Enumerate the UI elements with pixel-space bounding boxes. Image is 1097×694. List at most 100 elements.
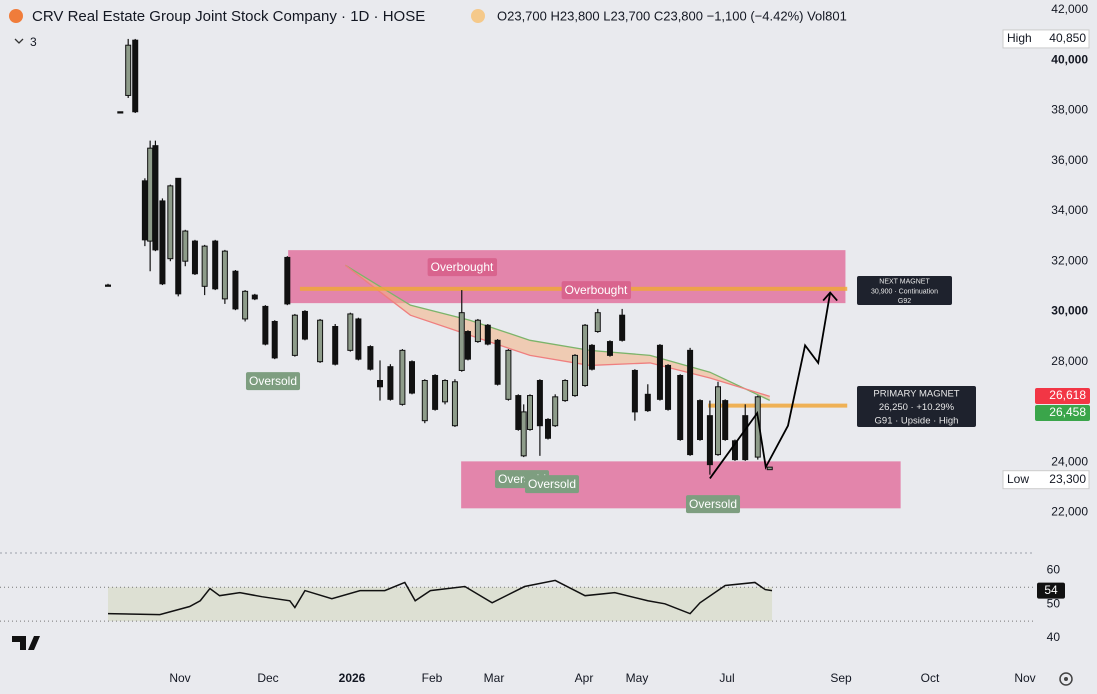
- y-tick-label: 42,000: [1051, 2, 1088, 16]
- oversold-label: Oversold: [528, 477, 576, 491]
- x-tick-label: Nov: [169, 671, 190, 685]
- indicator-count[interactable]: 3: [30, 35, 37, 49]
- candle-body: [291, 314, 298, 356]
- candle-body: [722, 400, 729, 441]
- cloud-line: [344, 264, 770, 397]
- overbought-label-box: [427, 258, 498, 277]
- candle-body: [715, 386, 721, 456]
- y-tick-label: 28,000: [1051, 354, 1088, 368]
- candle-body: [552, 396, 559, 427]
- collapse-chevron[interactable]: [14, 38, 24, 44]
- candle-body: [562, 379, 569, 402]
- candle-body: [232, 270, 239, 310]
- price-tag-label: 26,458: [1049, 405, 1086, 419]
- candle-body: [432, 374, 439, 410]
- candle-body: [301, 310, 308, 340]
- candle-body: [159, 200, 166, 285]
- rsi-line: [107, 579, 773, 616]
- candle-body: [572, 354, 578, 397]
- candle-body: [191, 240, 198, 275]
- y-tick-label: 36,000: [1051, 153, 1088, 167]
- candle-body: [527, 395, 533, 430]
- magnet-box: [857, 386, 976, 427]
- candle-body: [505, 349, 512, 400]
- candle-body: [242, 290, 249, 320]
- magnet-text: 26,250 · +10.29%: [879, 402, 955, 413]
- candle-body: [677, 374, 684, 441]
- candle-body: [132, 39, 139, 113]
- x-tick-label: Feb: [422, 671, 443, 685]
- candle-body: [594, 312, 601, 333]
- rsi-y-tick-label: 50: [1047, 596, 1061, 610]
- chart-title[interactable]: CRV Real Estate Group Joint Stock Compan…: [32, 8, 425, 25]
- settings-icon[interactable]: [1059, 672, 1073, 686]
- candle-body: [125, 44, 132, 96]
- candle-body: [731, 440, 738, 461]
- candle-body: [742, 415, 749, 461]
- x-tick-label: Dec: [257, 671, 278, 685]
- magnet-text: G91 · Upside · High: [875, 416, 959, 427]
- tv-logo[interactable]: [12, 636, 40, 650]
- candle-body: [175, 177, 182, 295]
- x-tick-label: Nov: [1014, 671, 1035, 685]
- candle-body: [105, 284, 111, 287]
- x-tick-label: Sep: [830, 671, 852, 685]
- candle-body: [464, 331, 471, 360]
- candle-body: [399, 349, 406, 405]
- magnet-text: NEXT MAGNET: [879, 279, 930, 286]
- price-tag: [1035, 405, 1090, 421]
- candle-body: [377, 379, 383, 388]
- candle-body: [687, 349, 694, 456]
- candle-body: [367, 346, 374, 370]
- candle-body: [520, 411, 527, 457]
- x-tick-label: Mar: [484, 671, 505, 685]
- candle-body: [582, 324, 589, 387]
- projection-path: [709, 292, 832, 479]
- x-tick-label: May: [626, 671, 649, 685]
- magnet-box: [857, 276, 952, 305]
- low-tag-name: Low: [1007, 472, 1029, 486]
- candle-body: [284, 256, 291, 305]
- candle-body: [262, 305, 269, 345]
- candle-body: [117, 111, 124, 114]
- y-tick-label: 34,000: [1051, 203, 1088, 217]
- candle-body: [631, 369, 638, 413]
- high-tag-name: High: [1007, 31, 1032, 45]
- candle-body: [697, 400, 703, 441]
- candle-body: [212, 240, 219, 290]
- quote: O23,700 H23,800 L23,700 C23,800 −1,100 (…: [497, 8, 847, 23]
- oversold-label: Oversold: [249, 374, 297, 388]
- rsi-y-tick-label: 60: [1047, 562, 1061, 576]
- overbought-label: Overbought: [565, 283, 628, 297]
- candle-body: [152, 145, 159, 251]
- oversold-label-box: [685, 495, 741, 514]
- rsi-value-tag: [1037, 582, 1065, 599]
- settings-icon-center: [1064, 677, 1068, 681]
- candle-body: [167, 185, 174, 260]
- candle-body: [141, 180, 148, 241]
- oversold-label-box: [245, 372, 301, 391]
- candle-body: [421, 379, 428, 422]
- candle-body: [442, 379, 449, 403]
- x-tick-label: Jul: [719, 671, 734, 685]
- candle-body: [221, 250, 228, 300]
- candle-body: [347, 313, 354, 351]
- candle-body: [494, 339, 501, 385]
- candle-body: [515, 395, 522, 430]
- candle-body: [545, 418, 551, 439]
- candle-body: [766, 466, 773, 471]
- candle-body: [332, 325, 339, 365]
- candle-body: [484, 324, 491, 345]
- low-tag: [1002, 470, 1090, 490]
- candle-body: [317, 319, 324, 363]
- price-tag-label: 26,618: [1049, 388, 1086, 402]
- price-tag: [1035, 388, 1090, 404]
- rsi-value-label: 54: [1044, 583, 1058, 597]
- candle-body: [387, 366, 394, 400]
- cloud-line: [344, 264, 771, 401]
- status-icon[interactable]: [471, 9, 485, 23]
- candle-body: [251, 294, 258, 300]
- symbol-logo[interactable]: [9, 9, 23, 23]
- candle-body: [656, 344, 663, 400]
